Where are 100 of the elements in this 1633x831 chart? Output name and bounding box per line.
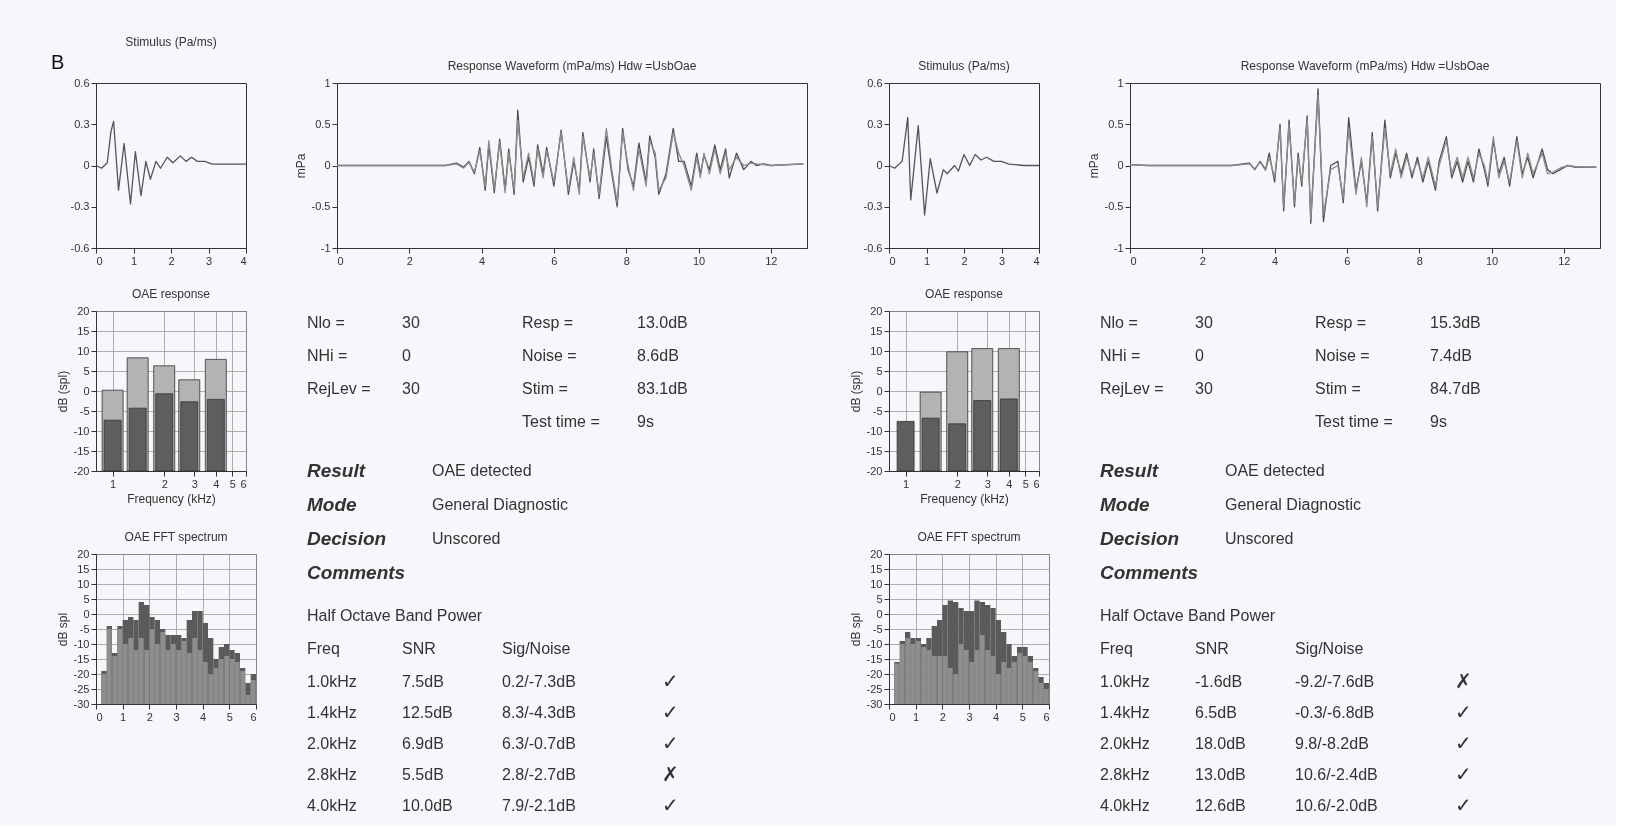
- y-tick-label: 1: [324, 76, 331, 89]
- y-tick-label: 10: [77, 344, 90, 357]
- text: Stim =: [1315, 380, 1361, 397]
- chart-title: OAE response: [924, 287, 1004, 301]
- text: Decision: [307, 528, 387, 549]
- text: Resp =: [522, 314, 574, 331]
- text: 7.5dB: [402, 673, 444, 690]
- x-tick-label: 3: [191, 477, 198, 490]
- text: OAE detected: [1225, 462, 1325, 479]
- chart-title: Response Waveform (mPa/ms) Hdw =UsbOae: [1240, 59, 1490, 73]
- text: 4.0kHz: [1100, 797, 1150, 814]
- text: ✓: [662, 700, 679, 724]
- x-tick-label: 6: [1344, 254, 1351, 267]
- text: ✓: [1455, 762, 1472, 786]
- y-tick-label: 0: [876, 384, 883, 397]
- x-tick-label: 3: [998, 254, 1006, 267]
- text: SNR: [1195, 640, 1229, 657]
- y-tick-label: -10: [73, 424, 90, 437]
- text: NHi =: [307, 347, 348, 364]
- chart-title: Stimulus (Pa/ms): [918, 59, 1010, 73]
- text: 30: [402, 314, 420, 331]
- y-tick-label: 15: [77, 324, 90, 337]
- text: OAE detected: [432, 462, 532, 479]
- y-tick-label: 5: [876, 364, 883, 377]
- text: 10.6/-2.0dB: [1295, 797, 1378, 814]
- text: Sig/Noise: [1295, 640, 1364, 657]
- x-tick-label: 5: [226, 710, 233, 723]
- y-tick-label: -5: [79, 404, 90, 417]
- text: 12.6dB: [1195, 797, 1246, 814]
- y-tick-label: -0.3: [70, 200, 90, 213]
- text: Decision: [1100, 528, 1180, 549]
- x-tick-label: 3: [966, 710, 973, 723]
- text: 10.6/-2.4dB: [1295, 766, 1378, 783]
- chart-title: OAE FFT spectrum: [917, 530, 1021, 544]
- y-tick-label: -30: [73, 697, 90, 710]
- y-tick-label: -5: [79, 622, 90, 635]
- x-tick-label: 6: [250, 710, 257, 723]
- text: ✓: [662, 669, 679, 693]
- text: Stim =: [522, 380, 568, 397]
- y-tick-label: 0: [324, 159, 331, 171]
- text: 2.8kHz: [1100, 766, 1150, 783]
- text: Resp =: [1315, 314, 1367, 331]
- x-tick-label: 2: [146, 710, 153, 723]
- text: -1.6dB: [1195, 673, 1243, 690]
- text: 1.4kHz: [307, 704, 357, 721]
- text: 2.0kHz: [307, 735, 357, 752]
- y-tick-label: 0.6: [867, 76, 883, 89]
- x-tick-label: 4: [200, 710, 207, 723]
- text: ✓: [662, 793, 679, 817]
- text: Mode: [307, 494, 358, 515]
- x-tick-label: 2: [406, 254, 413, 267]
- text: Test time =: [522, 413, 600, 430]
- y-tick-label: 0.6: [74, 76, 90, 89]
- x-tick-label: 4: [213, 477, 220, 490]
- chart-title: Response Waveform (mPa/ms) Hdw =UsbOae: [447, 59, 697, 73]
- text: 4.0kHz: [307, 797, 357, 814]
- y-tick-label: 0.5: [315, 117, 331, 130]
- chart-title: OAE FFT spectrum: [124, 530, 228, 544]
- text: 30: [1195, 380, 1213, 397]
- y-tick-label: -10: [866, 637, 883, 650]
- y-tick-label: -20: [73, 667, 90, 680]
- x-tick-label: 4: [1006, 477, 1013, 490]
- y-tick-label: -10: [866, 424, 883, 437]
- text: Unscored: [432, 530, 501, 547]
- text: 1.0kHz: [1100, 673, 1150, 690]
- y-tick-label: -5: [872, 404, 883, 417]
- text: 30: [402, 380, 420, 397]
- x-tick-label: 8: [623, 254, 630, 267]
- text: 30: [1195, 314, 1213, 331]
- text: Mode: [1100, 494, 1151, 515]
- text: ✓: [1455, 793, 1472, 817]
- y-tick-label: -0.5: [311, 200, 331, 213]
- y-axis-title: mPa: [293, 153, 308, 179]
- y-tick-label: -15: [73, 652, 90, 665]
- x-tick-label: 2: [961, 254, 968, 267]
- y-tick-label: 10: [870, 344, 883, 357]
- x-tick-label: 5: [229, 477, 236, 490]
- text: -9.2/-7.6dB: [1295, 673, 1375, 690]
- x-axis-title: Frequency (kHz): [127, 491, 216, 506]
- text: 6.3/-0.7dB: [502, 735, 576, 752]
- x-tick-label: 2: [954, 477, 961, 490]
- text: Noise =: [522, 347, 577, 364]
- y-tick-label: -15: [73, 444, 90, 457]
- text: Result: [1100, 460, 1159, 481]
- text: ✓: [1455, 700, 1472, 724]
- y-tick-label: -5: [872, 622, 883, 635]
- y-tick-label: 0: [83, 384, 90, 397]
- y-tick-label: -0.3: [863, 200, 883, 213]
- y-tick-label: -0.5: [1104, 200, 1124, 213]
- x-tick-label: 1: [923, 254, 931, 267]
- y-tick-label: 0: [1117, 159, 1124, 171]
- y-axis-title: dB spl: [848, 612, 863, 647]
- chart-title: OAE response: [131, 287, 211, 301]
- x-tick-label: 1: [913, 710, 920, 723]
- text: 1.4kHz: [1100, 704, 1150, 721]
- y-tick-label: -25: [866, 682, 883, 695]
- text: General Diagnostic: [432, 496, 569, 513]
- y-tick-label: -10: [73, 637, 90, 650]
- y-tick-label: 0.3: [867, 117, 883, 130]
- y-tick-label: -20: [866, 667, 883, 680]
